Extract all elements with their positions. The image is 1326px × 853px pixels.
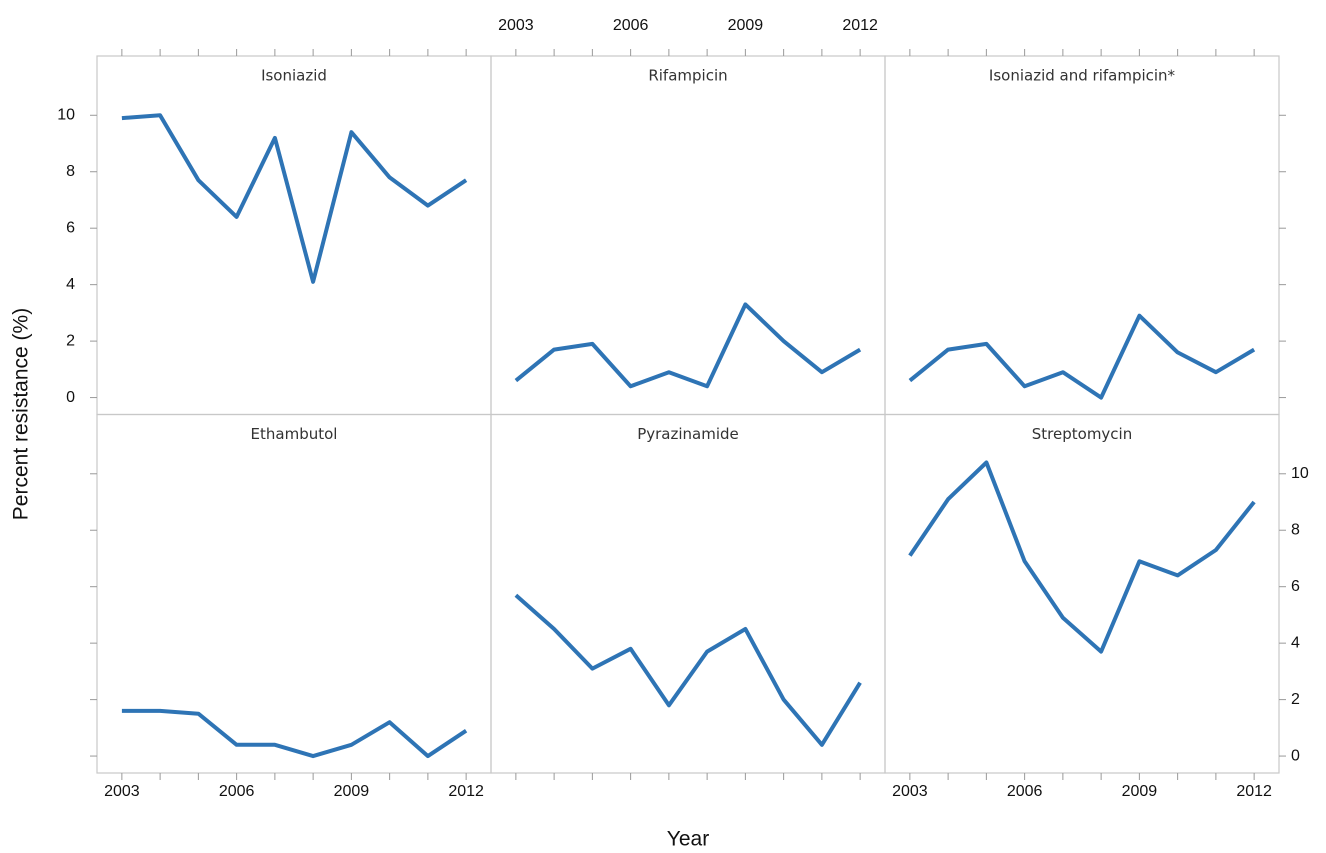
data-line [514,302,862,389]
panel-frame [490,413,886,774]
y-tick-label: 8 [66,163,75,180]
x-tick-label: 2009 [1122,783,1158,800]
y-tick-label: 2 [66,332,75,349]
x-tick-label: 2003 [104,783,140,800]
x-axis-label: Year [667,828,709,851]
data-line [121,113,468,284]
panel-frame [884,55,1280,416]
x-tick-label: 2012 [1236,783,1272,800]
panel-frame [490,55,886,416]
panel-frame [96,55,492,416]
x-tick-label: 2012 [842,17,878,34]
y-tick-label: 0 [66,389,75,406]
x-tick-label: 2012 [448,783,484,800]
data-line [121,708,468,759]
data-line [908,313,1256,400]
data-line [514,593,862,747]
x-tick-label: 2006 [1007,783,1043,800]
x-tick-label: 2009 [728,17,764,34]
x-tick-label: 2009 [334,783,370,800]
y-tick-label: 10 [57,106,75,123]
x-tick-label: 2003 [498,17,534,34]
panel-title: Isoniazid and rifampicin* [989,67,1176,85]
y-tick-label: 0 [1291,747,1300,764]
x-tick-label: 2006 [613,17,649,34]
y-axis-label: Percent resistance (%) [10,308,33,520]
x-tick-label: 2003 [892,783,928,800]
y-tick-label: 4 [1291,634,1300,651]
y-tick-label: 2 [1291,691,1300,708]
y-tick-label: 6 [66,219,75,236]
panel-frame [96,413,492,774]
y-tick-label: 4 [66,276,75,293]
panel-title: Pyrazinamide [637,425,739,443]
y-tick-label: 10 [1291,465,1309,482]
y-tick-label: 8 [1291,521,1300,538]
y-tick-label: 6 [1291,578,1300,595]
panel-frame [884,413,1280,774]
x-tick-label: 2006 [219,783,255,800]
panel-title: Rifampicin [648,67,727,85]
data-line [908,460,1256,654]
panel-title: Ethambutol [251,425,338,443]
panel-title: Streptomycin [1032,425,1132,443]
panel-title: Isoniazid [261,67,327,85]
